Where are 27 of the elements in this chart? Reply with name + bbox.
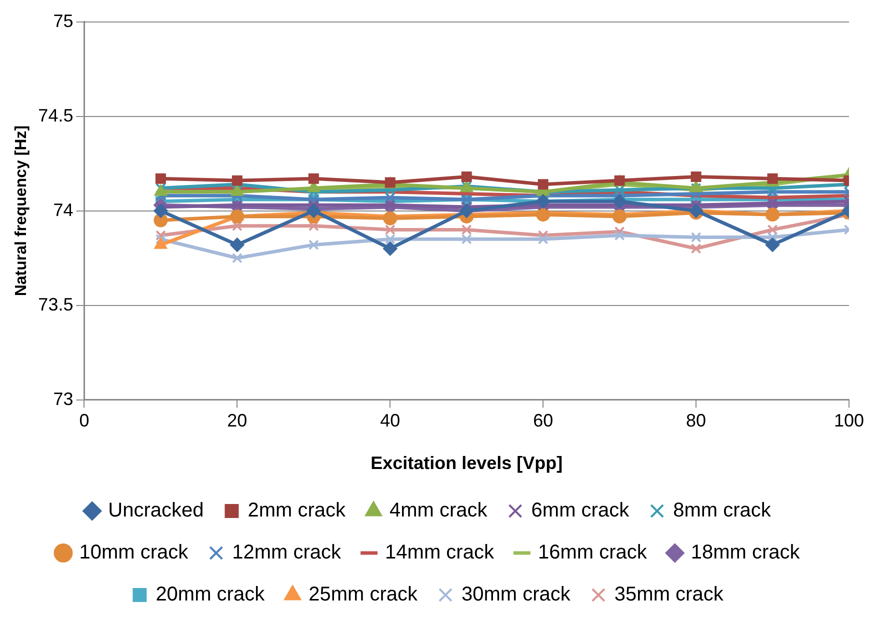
legend-label: 16mm crack (538, 542, 648, 564)
legend-label: 25mm crack (308, 584, 418, 606)
y-axis-title: Natural frequency [Hz] (13, 125, 30, 296)
legend-label: 8mm crack (673, 500, 772, 522)
legend-label: 20mm crack (156, 584, 266, 606)
x-tick-label: 40 (380, 410, 400, 431)
y-tick-label: 73.5 (38, 294, 74, 314)
y-tick-label: 74.5 (38, 105, 74, 126)
x-tick-label: 20 (227, 410, 248, 431)
legend-label: 18mm crack (690, 542, 801, 564)
x-tick-label: 60 (533, 410, 554, 431)
y-tick-label: 75 (53, 10, 74, 31)
legend-label: 2mm crack (248, 500, 347, 522)
x-tick-label: 80 (686, 410, 706, 431)
y-tick-label: 73 (53, 388, 74, 409)
x-tick-label: 0 (79, 410, 90, 431)
y-tick-label: 74 (53, 200, 74, 220)
legend-label: 14mm crack (385, 542, 495, 564)
legend-label: 35mm crack (614, 584, 724, 606)
x-tick-label: 100 (834, 410, 864, 431)
legend-label: 6mm crack (531, 500, 630, 522)
x-axis-title: Excitation levels [Vpp] (370, 453, 563, 474)
legend-label: 30mm crack (462, 584, 572, 606)
legend-label: 4mm crack (390, 500, 488, 522)
legend-label: 10mm crack (79, 542, 190, 564)
legend-label: Uncracked (108, 500, 204, 522)
legend-label: 12mm crack (232, 542, 342, 564)
